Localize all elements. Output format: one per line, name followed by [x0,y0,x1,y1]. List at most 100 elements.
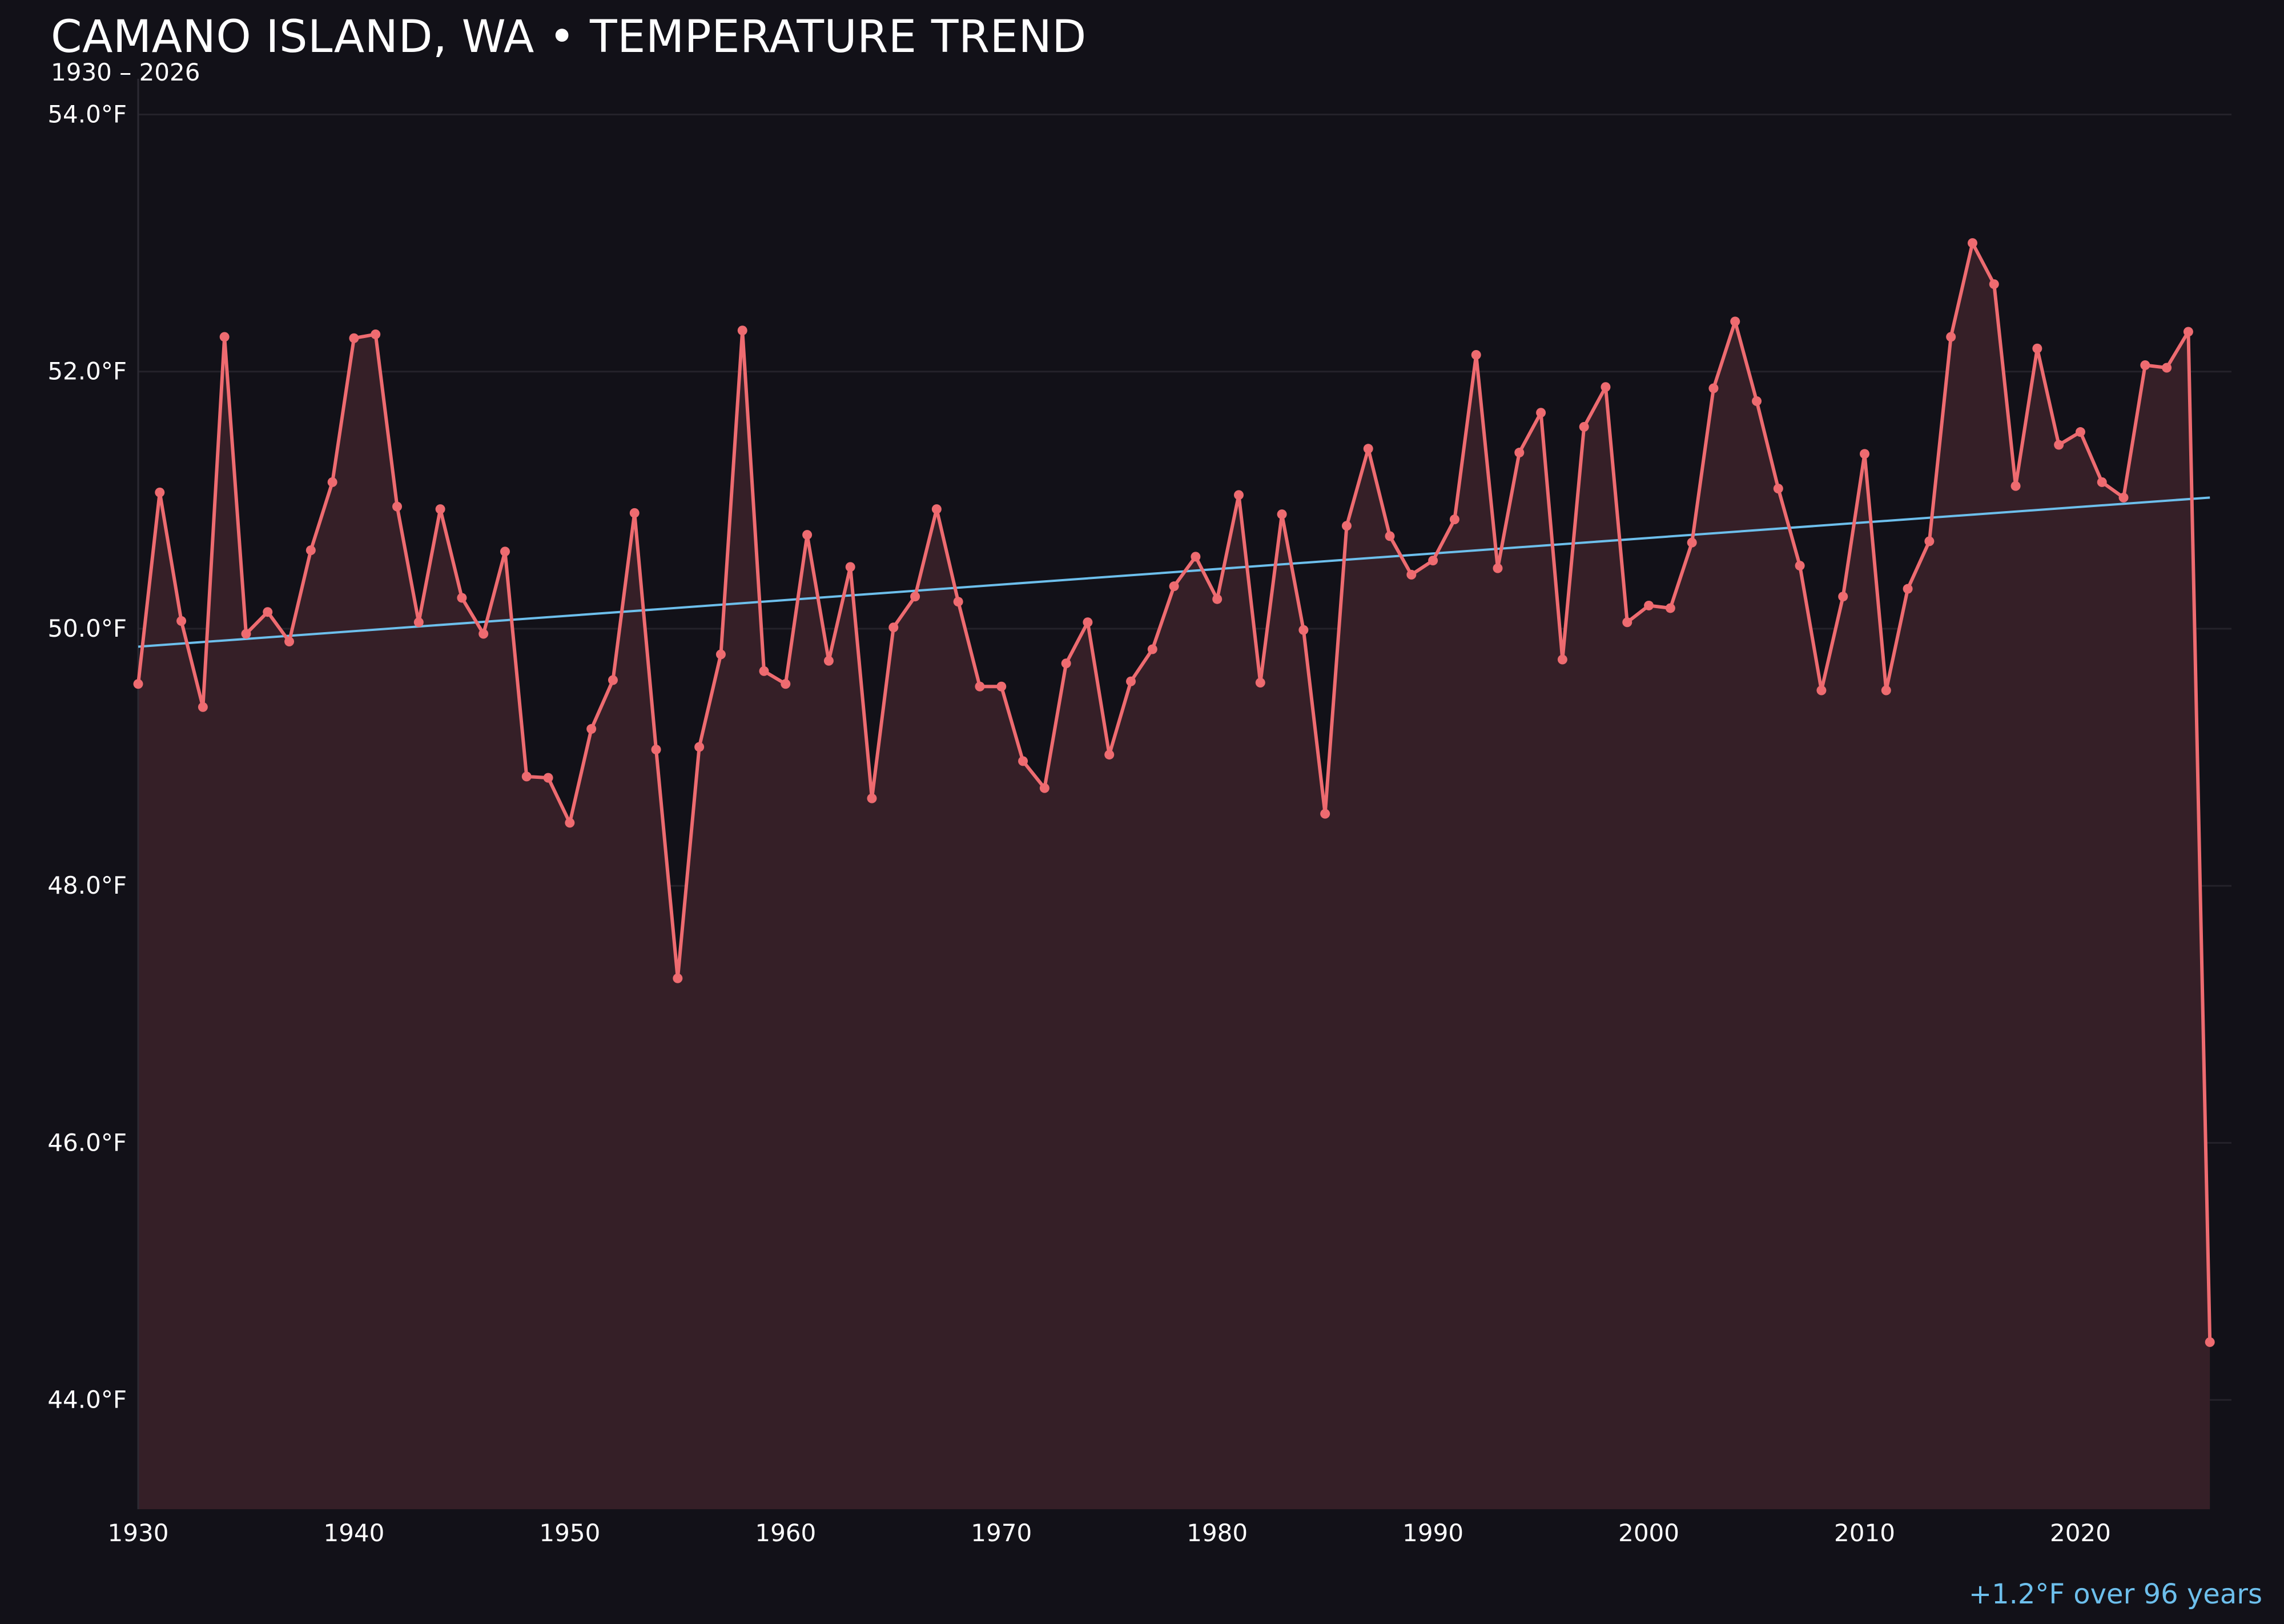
data-point [241,629,251,639]
fill-layer [138,243,2210,1510]
data-point [1579,422,1589,432]
data-point [1967,238,1977,248]
data-point [176,616,187,626]
y-tick-label: 44.0°F [47,1386,127,1414]
trend-annotation: +1.2°F over 96 years [1968,1578,2262,1610]
data-point [673,973,683,983]
data-point [867,793,877,803]
data-point [1903,584,1913,594]
data-point [1277,509,1287,520]
data-point [823,656,834,666]
data-point [1449,514,1459,525]
y-tick-label: 52.0°F [47,357,127,385]
data-point [327,477,337,487]
data-point [457,593,467,603]
data-point [155,487,165,497]
data-point [1471,349,1481,360]
data-point [1083,617,1093,628]
data-point [2032,343,2042,353]
data-point [845,562,855,572]
data-point [1816,685,1827,696]
data-point [1838,592,1848,602]
data-point [1989,279,1999,290]
data-point [1104,750,1115,760]
data-point [1169,581,1179,592]
data-point [413,617,424,628]
chart-title: CAMANO ISLAND, WA • TEMPERATURE TREND [51,11,1087,63]
data-point [802,530,813,540]
data-point [1881,685,1891,696]
data-point [1255,678,1265,688]
data-point [1665,603,1675,613]
data-point [759,666,769,676]
x-tick-label: 1980 [1187,1519,1248,1547]
data-point [1061,658,1071,669]
data-point [1536,408,1546,418]
data-point [2205,1337,2215,1347]
x-tick-label: 1970 [971,1519,1032,1547]
y-tick-label: 48.0°F [47,871,127,899]
data-point [910,592,920,602]
data-point [1039,783,1049,793]
data-point [608,675,618,685]
data-point [2162,363,2172,373]
data-point [1773,484,1783,494]
chart-subtitle: 1930 – 2026 [51,58,200,86]
data-point [781,679,791,689]
y-tick-label: 50.0°F [47,614,127,642]
data-point [888,622,899,633]
data-point [1493,563,1503,573]
data-point [1320,809,1330,819]
data-point [1795,561,1805,571]
data-point [1363,444,1373,454]
data-point [1752,396,1762,407]
data-point [565,818,575,828]
x-tick-label: 2000 [1618,1519,1679,1547]
data-point [996,681,1007,692]
data-point [500,546,510,557]
data-point [1514,448,1525,458]
x-tick-label: 1940 [323,1519,384,1547]
y-tick-labels: 44.0°F 46.0°F 48.0°F 50.0°F 52.0°F 54.0°F [47,101,127,1414]
data-point [1860,449,1870,459]
data-point [629,508,640,518]
data-point [1406,569,1417,580]
trend-line [138,496,2210,648]
data-point [1946,332,1956,342]
data-point [737,325,747,336]
data-point [694,742,705,752]
data-point [1191,552,1201,562]
data-point [478,629,489,639]
data-point [371,329,381,339]
data-point [1126,676,1136,686]
y-tick-label: 46.0°F [47,1128,127,1156]
data-point [543,773,553,783]
data-point [1298,625,1309,635]
data-point [219,332,230,342]
data-point [1601,382,1611,392]
data-point [953,597,963,607]
data-point [198,702,208,712]
data-point [2097,477,2107,487]
data-point [931,504,942,514]
data-point [1708,383,1719,393]
data-point [2075,427,2085,437]
x-tick-label: 1950 [539,1519,600,1547]
data-point [284,636,295,646]
data-point [1687,537,1697,548]
data-point [521,771,532,782]
points-layer [133,238,2215,1347]
y-tick-label: 54.0°F [47,101,127,128]
x-tick-label: 2020 [2050,1519,2111,1547]
series-area-fill [138,243,2210,1510]
data-point [349,333,359,343]
x-tick-label: 1930 [108,1519,169,1547]
data-point [2010,481,2021,491]
data-point [1147,644,1157,654]
data-point [1233,490,1244,500]
data-point [715,649,726,660]
x-tick-labels: 1930 1940 1950 1960 1970 1980 1990 2000 2010 2020 [108,1519,2111,1547]
data-point [975,681,985,692]
data-point [1341,521,1352,531]
